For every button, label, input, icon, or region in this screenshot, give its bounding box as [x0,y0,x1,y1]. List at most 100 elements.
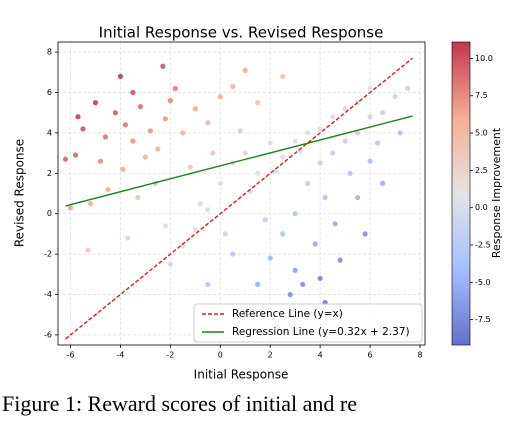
y-tick-label: -2 [44,250,52,259]
point [317,275,323,281]
point [105,186,111,193]
colorbar-tick-label: 2.5 [475,166,488,175]
point [267,255,273,261]
point [347,170,353,176]
point [230,251,236,257]
point [367,114,373,120]
point [379,180,386,186]
point [172,85,178,92]
x-tick-label: 0 [218,351,223,360]
point [312,241,318,247]
x-tick-label: 6 [368,351,373,360]
point [342,138,348,144]
point [242,67,248,73]
point [317,126,323,132]
point [292,267,298,273]
colorbar-tick-label: -5.0 [475,278,491,287]
x-tick-label: 2 [268,351,273,360]
x-tick-label: 4 [318,351,323,360]
point [162,223,168,229]
point [305,130,311,136]
point [305,180,311,186]
chart-title: Initial Response vs. Revised Response [99,24,384,42]
legend-label: Reference Line (y=x) [232,308,343,320]
colorbar-tick-label: 7.5 [475,91,488,100]
point [367,158,373,164]
point [192,227,198,233]
y-tick-label: -4 [44,290,52,299]
point [332,221,338,227]
point [130,89,136,96]
point [367,85,373,92]
colorbar-tick-label: 0.0 [475,203,488,212]
point [205,207,211,213]
point [180,243,186,249]
point [267,140,273,146]
point [397,130,403,136]
point [255,100,261,106]
point [67,205,74,211]
point [135,194,141,201]
point [180,130,186,136]
point [167,97,173,104]
point [354,194,361,201]
point [280,231,286,237]
point [137,104,143,110]
point [155,146,161,152]
point [162,116,168,122]
point [192,106,198,112]
point [374,140,381,146]
point [242,150,248,156]
colorbar-tick-label: -7.5 [475,315,491,324]
point [210,150,216,156]
point [142,154,148,160]
point [262,217,268,223]
point [167,261,173,267]
point [205,281,211,287]
point [97,158,104,164]
point [280,154,286,160]
point [160,63,166,69]
colorbar-tick-label: -2.5 [475,240,491,249]
x-tick-label: -6 [66,351,74,360]
point [272,168,278,174]
y-tick-label: 4 [47,128,52,137]
y-tick-label: 6 [47,88,52,97]
point [217,93,223,100]
point [337,257,343,263]
y-tick-label: 0 [47,209,52,218]
y-tick-label: 2 [47,169,52,178]
point [255,170,261,176]
point [80,126,86,132]
colorbar-tick-label: 10.0 [475,54,493,63]
fit-line [65,115,413,207]
point [330,114,336,120]
point [280,73,286,79]
point [354,130,361,136]
colorbar-label: Response Improvement [490,127,503,258]
point [255,281,261,287]
point [292,138,298,144]
caption: Figure 1: Reward scores of initial and r… [2,391,357,416]
point [230,83,236,90]
x-axis-label: Initial Response [194,368,289,382]
point [85,247,91,253]
point [87,201,94,207]
point [72,152,79,158]
y-tick-label: -6 [44,330,52,339]
point [379,110,386,116]
point [330,150,336,156]
point [217,180,223,186]
x-tick-label: -2 [166,351,174,360]
point [75,114,81,120]
point [342,106,348,112]
point [117,73,124,79]
point [130,138,136,144]
point [120,166,126,172]
point [362,231,368,237]
point [317,160,323,166]
point [322,194,328,201]
point [237,128,243,134]
colorbar-tick-label: 5.0 [475,129,488,138]
